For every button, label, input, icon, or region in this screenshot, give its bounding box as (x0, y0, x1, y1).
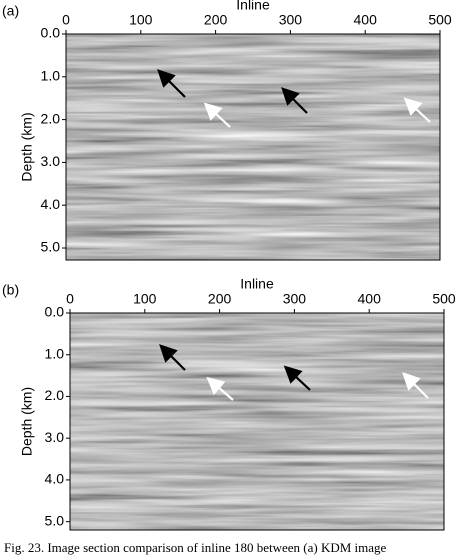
seismic-image (66, 34, 440, 260)
x-axis-label: Inline (236, 0, 270, 13)
caption: Fig. 23. Image section comparison of inl… (4, 540, 387, 555)
panel-label: (b) (2, 282, 19, 298)
plot-frame (69, 312, 445, 531)
y-tick-label: 2.0 (41, 110, 61, 126)
x-tick-label: 0 (66, 291, 74, 307)
y-tick-label: 0.0 (45, 304, 65, 320)
x-tick-label: 400 (358, 291, 382, 307)
y-tick-label: 2.0 (45, 387, 65, 403)
y-tick-label: 3.0 (41, 153, 61, 169)
y-tick-label: 1.0 (41, 68, 61, 84)
y-tick-label: 4.0 (45, 471, 65, 487)
y-tick-label: 4.0 (41, 196, 61, 212)
x-tick-label: 500 (428, 12, 452, 28)
y-axis-label: Depth (km) (19, 387, 35, 456)
x-tick-label: 200 (204, 12, 228, 28)
arrow (203, 102, 231, 128)
arrow (402, 372, 429, 399)
y-tick-label: 3.0 (45, 429, 65, 445)
y-tick-label: 5.0 (41, 239, 61, 255)
x-tick-label: 0 (62, 12, 70, 28)
x-tick-label: 100 (129, 12, 153, 28)
y-tick-label: 1.0 (45, 345, 65, 361)
y-axis-label: Depth (km) (19, 112, 35, 181)
x-tick-label: 300 (283, 291, 307, 307)
x-tick-label: 300 (279, 12, 303, 28)
arrow (283, 365, 311, 391)
arrow (403, 97, 431, 123)
panel-label: (a) (2, 3, 19, 19)
x-tick-label: 100 (133, 291, 157, 307)
x-tick-label: 400 (354, 12, 378, 28)
arrow (159, 344, 186, 371)
x-axis-label: Inline (240, 276, 274, 292)
y-tick-label: 0.0 (41, 25, 61, 41)
x-tick-label: 200 (208, 291, 232, 307)
arrow (281, 87, 308, 114)
y-tick-label: 5.0 (45, 512, 65, 528)
arrow (206, 376, 234, 401)
seismic-image (70, 313, 444, 530)
plot-frame (65, 33, 441, 261)
x-tick-label: 500 (432, 291, 456, 307)
arrow (157, 69, 186, 98)
